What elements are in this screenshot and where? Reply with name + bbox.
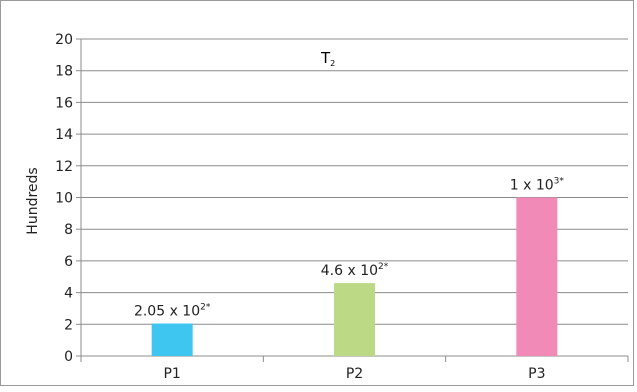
category-labels: P1 P2 P3 [163,366,545,382]
y-tick-label: 12 [55,159,73,175]
y-tick-label: 0 [64,349,73,365]
bar-p1 [151,323,193,356]
chart-title-subscript: 2 [330,59,335,68]
y-tick-label: 4 [64,286,73,302]
data-labels: 2.05 x 102* 4.6 x 102* 1 x 103* [134,177,564,320]
y-tick-label: 6 [64,254,73,270]
bar-p2 [334,283,375,356]
y-tick-label: 18 [55,64,73,80]
chart-title: T2 [320,49,335,68]
bar-p3 [516,197,558,356]
bars [151,197,558,356]
y-tick-label: 10 [55,191,73,207]
data-label-p1: 2.05 x 102* [134,303,211,320]
data-label-p3: 1 x 103* [510,177,565,194]
y-tick-label: 8 [64,222,73,238]
data-label-p2: 4.6 x 102* [321,262,389,279]
category-label-p3: P3 [528,366,545,382]
y-tick-label: 2 [64,317,73,333]
y-axis-label: Hundreds [25,167,41,234]
chart-title-main: T [320,49,331,67]
category-label-p1: P1 [163,366,180,382]
y-tick-labels: 0 2 4 6 8 10 12 14 16 18 20 [55,32,73,365]
y-tick-label: 14 [55,127,73,143]
category-label-p2: P2 [346,366,363,382]
y-tick-label: 20 [55,32,73,48]
y-tick-label: 16 [55,95,73,111]
gridlines [81,38,628,325]
